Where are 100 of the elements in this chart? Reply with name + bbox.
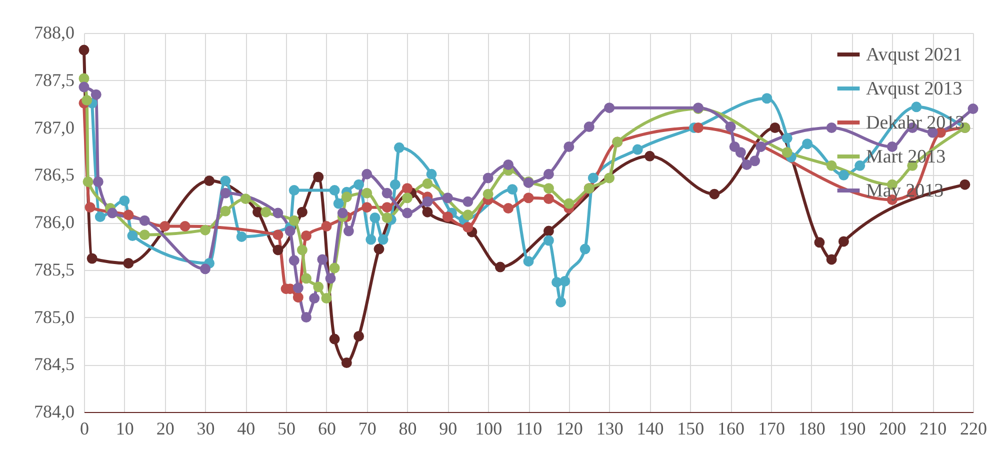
point (826, 254, 837, 265)
x-tick-label: 150 (677, 418, 704, 438)
point (709, 188, 720, 200)
point (632, 144, 643, 155)
point (86, 253, 98, 264)
x-tick-label: 80 (398, 418, 417, 438)
point (725, 122, 736, 132)
y-tick-label: 786,5 (34, 164, 74, 185)
x-tick-label: 110 (516, 418, 542, 438)
y-tick-label: 787,0 (34, 117, 74, 138)
point (482, 172, 494, 184)
point (378, 234, 388, 245)
point (402, 208, 413, 218)
point (644, 150, 655, 162)
point (200, 224, 210, 236)
point (422, 206, 433, 218)
point (272, 244, 284, 256)
point (442, 192, 453, 204)
point (236, 231, 247, 242)
point (82, 176, 94, 187)
x-tick-label: 50 (278, 418, 296, 438)
point (370, 212, 380, 223)
y-tick-label: 786,0 (34, 212, 74, 232)
legend-label: Avqust 2021 (866, 44, 962, 66)
point (200, 264, 210, 274)
point (78, 82, 90, 92)
y-tick-label: 784,0 (34, 402, 74, 422)
x-tick-label: 10 (116, 418, 134, 438)
point (390, 179, 400, 190)
point (826, 122, 837, 133)
point (394, 142, 404, 153)
point (735, 147, 746, 158)
point (78, 44, 90, 56)
point (220, 188, 231, 198)
y-tick-label: 788,0 (34, 22, 74, 42)
point (960, 179, 970, 190)
point (374, 244, 384, 254)
point (341, 357, 352, 368)
point (507, 184, 518, 195)
point (462, 210, 474, 220)
point (341, 192, 352, 202)
point (240, 194, 251, 204)
point (560, 276, 570, 286)
point (329, 334, 340, 344)
point (119, 195, 130, 206)
point (523, 256, 534, 267)
point (482, 188, 494, 200)
point (296, 244, 308, 256)
point (325, 273, 336, 284)
point (584, 122, 594, 132)
point (382, 188, 392, 198)
point (272, 230, 284, 240)
point (92, 176, 104, 187)
x-tick-label: 190 (838, 418, 866, 438)
point (301, 312, 312, 322)
point (272, 208, 284, 218)
point (462, 196, 474, 207)
y-tick-label: 787,5 (34, 70, 74, 90)
point (543, 194, 554, 204)
point (107, 208, 118, 218)
x-tick-label: 70 (358, 418, 376, 438)
point (329, 185, 340, 196)
point (588, 172, 598, 184)
point (317, 254, 328, 265)
point (329, 262, 340, 274)
x-tick-label: 120 (556, 418, 583, 438)
point (220, 176, 231, 186)
point (321, 293, 332, 304)
x-tick-label: 0 (80, 418, 89, 438)
point (503, 159, 514, 170)
point (321, 221, 332, 232)
point (362, 202, 372, 213)
point (802, 138, 813, 150)
point (494, 262, 506, 272)
point (139, 215, 150, 226)
point (782, 132, 792, 144)
y-tick-label: 785,0 (34, 306, 74, 327)
point (204, 176, 215, 186)
point (354, 179, 364, 190)
point (292, 292, 304, 303)
point (84, 202, 96, 213)
x-tick-label: 200 (879, 418, 906, 438)
point (343, 226, 354, 236)
point (123, 258, 134, 268)
point (770, 122, 780, 133)
x-tick-label: 40 (237, 418, 256, 438)
point (523, 192, 534, 204)
x-tick-label: 30 (196, 418, 215, 438)
point (604, 102, 615, 114)
point (382, 212, 392, 223)
point (814, 237, 825, 248)
point (462, 222, 474, 232)
point (422, 178, 433, 189)
point (127, 230, 138, 241)
point (692, 122, 704, 133)
point (180, 221, 190, 232)
point (94, 212, 106, 222)
point (292, 282, 304, 294)
x-tick-label: 130 (596, 418, 624, 438)
point (333, 198, 344, 209)
